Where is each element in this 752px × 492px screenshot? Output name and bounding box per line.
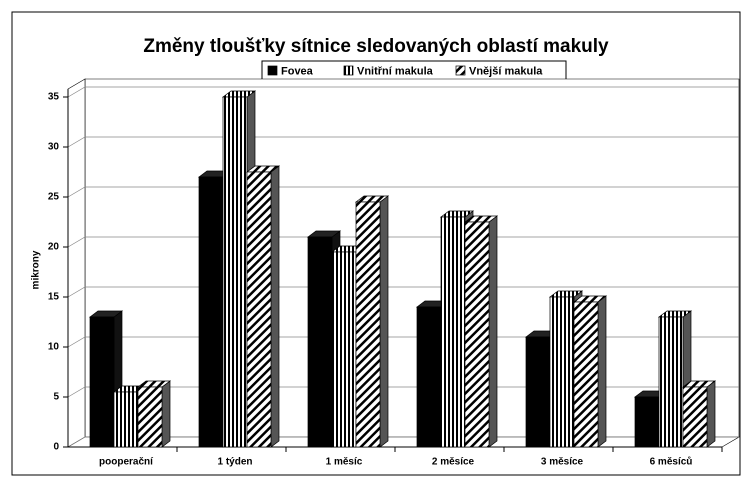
bar-front bbox=[113, 391, 139, 448]
y-tick-label: 35 bbox=[48, 92, 60, 103]
bar-front bbox=[307, 236, 333, 448]
bar-front bbox=[331, 251, 357, 448]
legend-label: Vnější makula bbox=[469, 65, 543, 77]
bar-front bbox=[440, 216, 466, 448]
bar-front bbox=[549, 296, 575, 448]
y-axis-label: mikrony bbox=[31, 250, 42, 289]
grid-line bbox=[67, 136, 739, 148]
bar-front bbox=[464, 221, 490, 448]
grid-line bbox=[67, 186, 739, 198]
y-tick-label: 0 bbox=[53, 442, 59, 453]
bar-side bbox=[161, 380, 171, 448]
legend-swatch bbox=[267, 65, 278, 76]
bar-front bbox=[682, 386, 708, 448]
bar-side bbox=[706, 380, 716, 448]
bar-front bbox=[137, 386, 163, 448]
y-tick-label: 20 bbox=[48, 242, 60, 253]
bar-front bbox=[355, 201, 381, 448]
grid-line bbox=[67, 286, 739, 298]
x-tick-label: 3 měsíce bbox=[541, 457, 584, 468]
bar bbox=[463, 215, 499, 448]
chart-title: Změny tloušťky sítnice sledovaných oblas… bbox=[143, 36, 609, 57]
bar bbox=[681, 380, 717, 448]
bar-front bbox=[573, 301, 599, 448]
grid-line bbox=[67, 336, 739, 348]
x-tick-label: 6 měsíců bbox=[650, 456, 693, 468]
bar bbox=[136, 380, 172, 448]
x-tick-label: pooperační bbox=[99, 457, 154, 468]
bar-front bbox=[416, 306, 442, 448]
bar-front bbox=[658, 316, 684, 448]
bar bbox=[354, 195, 390, 448]
bar-front bbox=[246, 171, 272, 448]
bar-front bbox=[89, 316, 115, 448]
legend-label: Fovea bbox=[281, 65, 314, 77]
bar-front bbox=[634, 396, 660, 448]
bar-side bbox=[488, 215, 498, 448]
grid-line bbox=[67, 236, 739, 248]
y-tick-label: 5 bbox=[53, 392, 59, 403]
bar bbox=[88, 310, 124, 448]
x-tick-label: 2 měsíce bbox=[432, 457, 475, 468]
y-tick-label: 25 bbox=[48, 192, 60, 203]
grid-line bbox=[67, 86, 739, 98]
y-tick-label: 15 bbox=[48, 292, 60, 303]
bar-front bbox=[198, 176, 224, 448]
legend-swatch bbox=[343, 65, 354, 76]
bar-side bbox=[379, 195, 389, 448]
x-tick-label: 1 týden bbox=[217, 457, 252, 468]
bar-front bbox=[222, 96, 248, 448]
grid-line bbox=[67, 436, 739, 448]
x-tick-label: 1 měsíc bbox=[326, 457, 363, 468]
bar-front bbox=[525, 336, 551, 448]
bar bbox=[572, 295, 608, 448]
bar-side bbox=[597, 295, 607, 448]
y-tick-label: 10 bbox=[48, 342, 60, 353]
bar bbox=[245, 165, 281, 448]
legend-swatch bbox=[455, 65, 466, 76]
y-tick-label: 30 bbox=[48, 142, 60, 153]
bar-side bbox=[270, 165, 280, 448]
grid-line bbox=[67, 386, 739, 398]
legend-label: Vnitřní makula bbox=[357, 65, 434, 77]
back-wall bbox=[84, 78, 740, 438]
